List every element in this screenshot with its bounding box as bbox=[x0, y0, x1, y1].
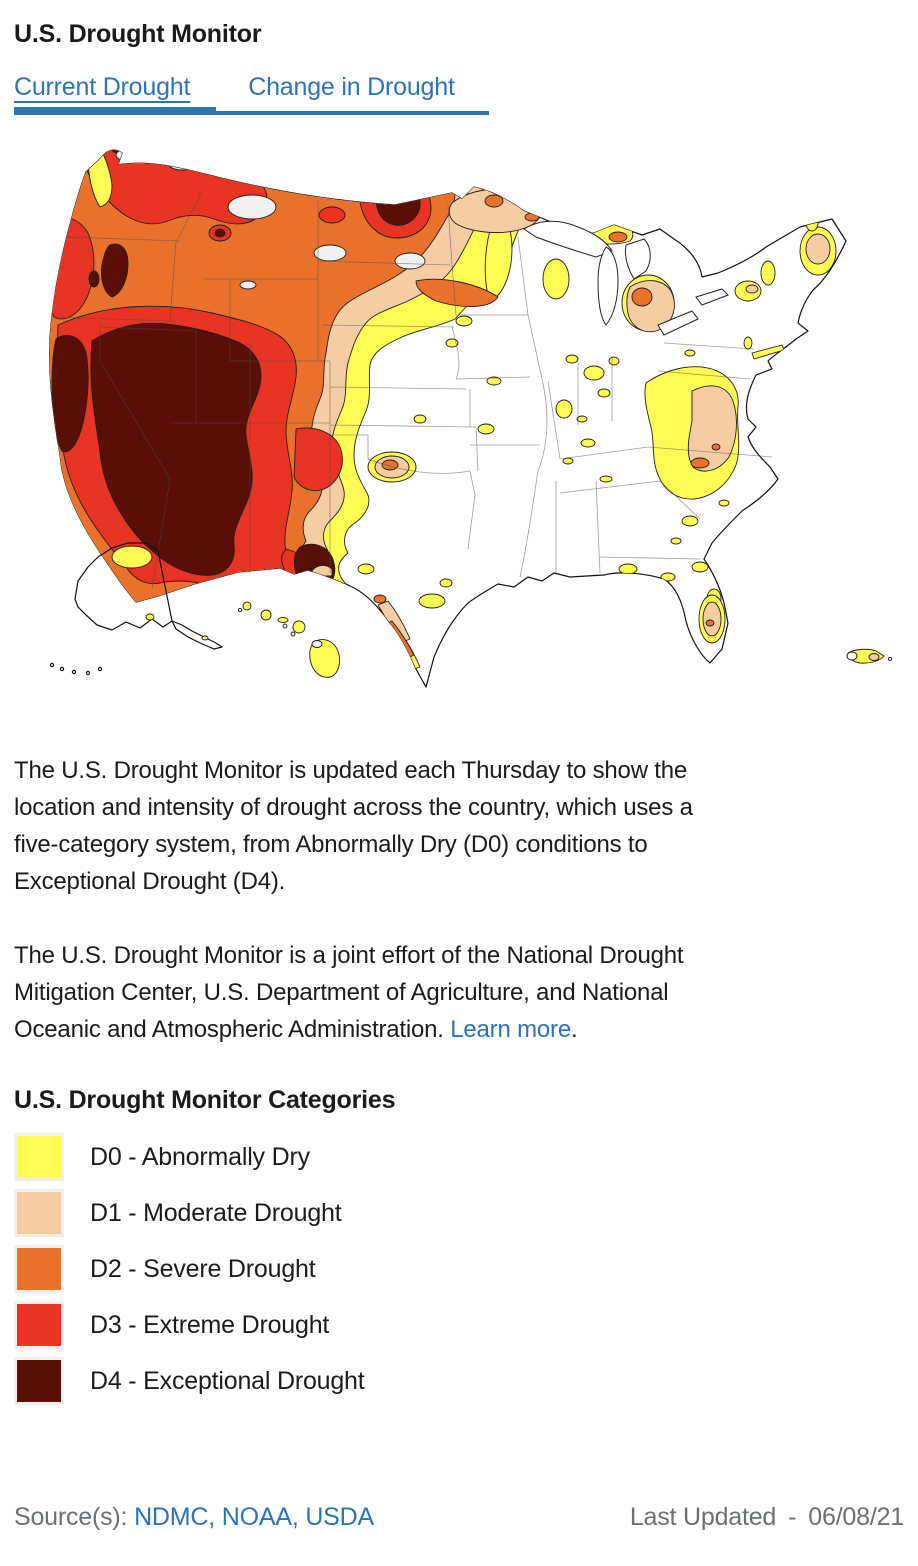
legend-row-d3: D3 - Extreme Drought bbox=[14, 1301, 904, 1349]
about-line: The U.S. Drought Monitor is a joint effo… bbox=[14, 942, 684, 969]
about-line: Mitigation Center, U.S. Department of Ag… bbox=[14, 979, 669, 1006]
legend-label-d2: D2 - Severe Drought bbox=[90, 1254, 316, 1283]
last-updated: Last Updated -06/08/21 bbox=[630, 1503, 904, 1532]
about-line-text: Oceanic and Atmospheric Administration. bbox=[14, 1016, 451, 1043]
learn-more-link[interactable]: Learn more bbox=[450, 1016, 571, 1043]
tab-change-in-drought[interactable]: Change in Drought bbox=[216, 73, 489, 115]
page-title: U.S. Drought Monitor bbox=[14, 20, 262, 48]
source-link-noaa[interactable]: NOAA bbox=[221, 1503, 292, 1531]
legend-row-d2: D2 - Severe Drought bbox=[14, 1245, 904, 1293]
legend-swatch-d1 bbox=[14, 1189, 64, 1237]
tab-bar: Current Drought Change in Drought bbox=[14, 73, 904, 115]
us-map-svg[interactable] bbox=[0, 129, 918, 709]
lake-michigan bbox=[597, 246, 619, 326]
lake-erie bbox=[657, 310, 699, 336]
alaska bbox=[49, 542, 223, 676]
intro-line: five-category system, from Abnormally Dr… bbox=[14, 831, 648, 858]
intro-line: The U.S. Drought Monitor is updated each… bbox=[14, 757, 688, 784]
source-link-ndmc[interactable]: NDMC bbox=[134, 1503, 209, 1531]
tab-current-drought[interactable]: Current Drought bbox=[14, 73, 217, 115]
drought-monitor-widget: U.S. Drought Monitor Current Drought Cha… bbox=[0, 20, 918, 1532]
continental-us bbox=[49, 149, 847, 688]
about-paragraph: The U.S. Drought Monitor is a joint effo… bbox=[14, 937, 904, 1048]
last-updated-label: Last Updated bbox=[629, 1503, 777, 1531]
legend-row-d4: D4 - Exceptional Drought bbox=[14, 1357, 904, 1405]
source-separator: , bbox=[208, 1503, 222, 1531]
lake-huron bbox=[625, 238, 651, 280]
state-borders bbox=[54, 190, 773, 590]
lake-ontario bbox=[695, 288, 729, 306]
legend-swatch-d0 bbox=[14, 1133, 64, 1181]
legend-swatch-d3 bbox=[14, 1301, 64, 1349]
footer: Source(s): NDMC, NOAA, USDA Last Updated… bbox=[14, 1503, 904, 1532]
intro-paragraph: The U.S. Drought Monitor is updated each… bbox=[14, 752, 904, 900]
lake-superior bbox=[523, 220, 613, 258]
legend-swatch-d4 bbox=[14, 1357, 64, 1405]
great-lakes bbox=[523, 220, 729, 336]
about-line: Oceanic and Atmospheric Administration. … bbox=[14, 1011, 904, 1048]
hawaii bbox=[237, 601, 341, 678]
us-drought-map[interactable] bbox=[0, 129, 918, 714]
legend-label-d4: D4 - Exceptional Drought bbox=[90, 1366, 365, 1395]
legend-swatch-d2 bbox=[14, 1245, 64, 1293]
last-updated-value: 06/08/21 bbox=[808, 1503, 904, 1531]
sources: Source(s): NDMC, NOAA, USDA bbox=[14, 1503, 374, 1532]
intro-line: location and intensity of drought across… bbox=[14, 794, 693, 821]
puerto-rico bbox=[846, 648, 893, 664]
about-line-suffix: . bbox=[570, 1016, 578, 1043]
legend-label-d3: D3 - Extreme Drought bbox=[90, 1310, 330, 1339]
legend-row-d0: D0 - Abnormally Dry bbox=[14, 1133, 904, 1181]
legend-row-d1: D1 - Moderate Drought bbox=[14, 1189, 904, 1237]
drought-regions bbox=[49, 150, 837, 688]
source-separator: , bbox=[291, 1503, 306, 1531]
legend-heading: U.S. Drought Monitor Categories bbox=[14, 1086, 396, 1114]
drought-legend: D0 - Abnormally Dry D1 - Moderate Drough… bbox=[14, 1133, 904, 1405]
source-link-usda[interactable]: USDA bbox=[305, 1503, 374, 1531]
last-updated-separator: - bbox=[788, 1503, 797, 1531]
legend-label-d0: D0 - Abnormally Dry bbox=[90, 1142, 310, 1171]
intro-line: Exceptional Drought (D4). bbox=[14, 868, 286, 895]
legend-label-d1: D1 - Moderate Drought bbox=[90, 1198, 342, 1227]
sources-label: Source(s): bbox=[14, 1503, 135, 1531]
